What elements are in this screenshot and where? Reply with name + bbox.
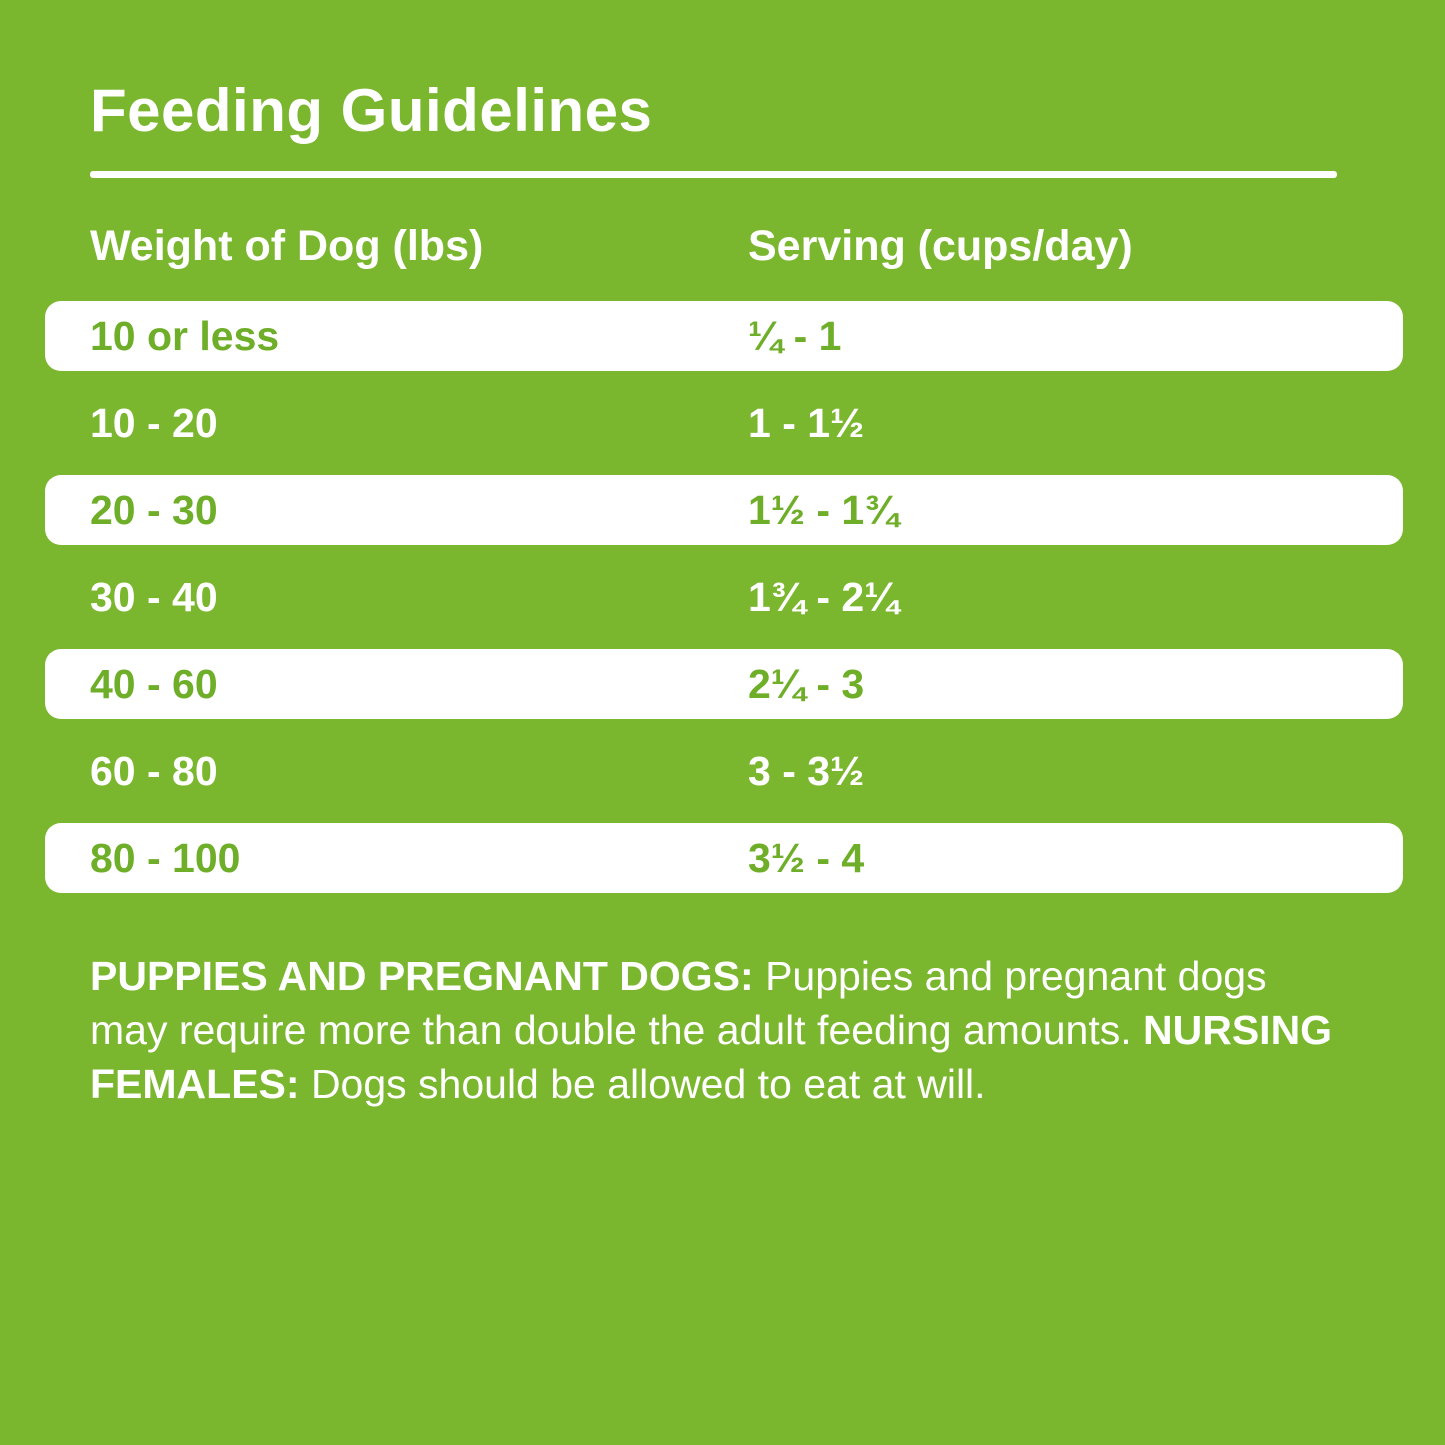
weight-cell: 80 - 100 (90, 834, 241, 881)
weight-cell: 20 - 30 (90, 486, 218, 533)
serving-cell: 3½ - 4 (748, 834, 865, 881)
weight-cell: 60 - 80 (90, 747, 218, 794)
weight-cell: 40 - 60 (90, 660, 218, 707)
note-text-puppies: Puppies and pregnant dogs may require mo… (90, 953, 1267, 1053)
weight-cell: 30 - 40 (90, 573, 218, 620)
column-header-weight: Weight of Dog (lbs) (90, 222, 484, 270)
page-title: Feeding Guidelines (90, 77, 653, 144)
serving-cell: 1½ - 1¾ (748, 486, 899, 533)
table-row: 40 - 60 2¼ - 3 (45, 649, 1403, 719)
weight-cell: 10 - 20 (90, 399, 218, 446)
table-header: Weight of Dog (lbs) Serving (cups/day) (0, 222, 1445, 271)
feeding-notes: PUPPIES AND PREGNANT DOGS: Puppies and p… (90, 949, 1355, 1111)
serving-cell: 3 - 3½ (748, 747, 865, 794)
table-row: 30 - 40 1¾ - 2¼ (45, 562, 1403, 632)
serving-cell: 1¾ - 2¼ (748, 573, 899, 620)
title-divider (90, 171, 1337, 178)
column-header-serving: Serving (cups/day) (748, 222, 1133, 270)
weight-cell: 10 or less (90, 312, 280, 359)
table-row: 10 or less ¼ - 1 (45, 301, 1403, 371)
table-row: 80 - 100 3½ - 4 (45, 823, 1403, 893)
table-row: 20 - 30 1½ - 1¾ (45, 475, 1403, 545)
table-row: 10 - 20 1 - 1½ (45, 388, 1403, 458)
note-heading-nursing: NURSING FEMALES: (90, 1007, 1333, 1107)
table-row: 60 - 80 3 - 3½ (45, 736, 1403, 806)
serving-cell: 1 - 1½ (748, 399, 865, 446)
feeding-table: 10 or less ¼ - 1 10 - 20 1 - 1½ 20 - 30 … (0, 301, 1445, 893)
note-heading-puppies: PUPPIES AND PREGNANT DOGS: (90, 953, 754, 999)
note-text-nursing: Dogs should be allowed to eat at will. (299, 1061, 986, 1107)
serving-cell: 2¼ - 3 (748, 660, 865, 707)
serving-cell: ¼ - 1 (748, 312, 842, 359)
